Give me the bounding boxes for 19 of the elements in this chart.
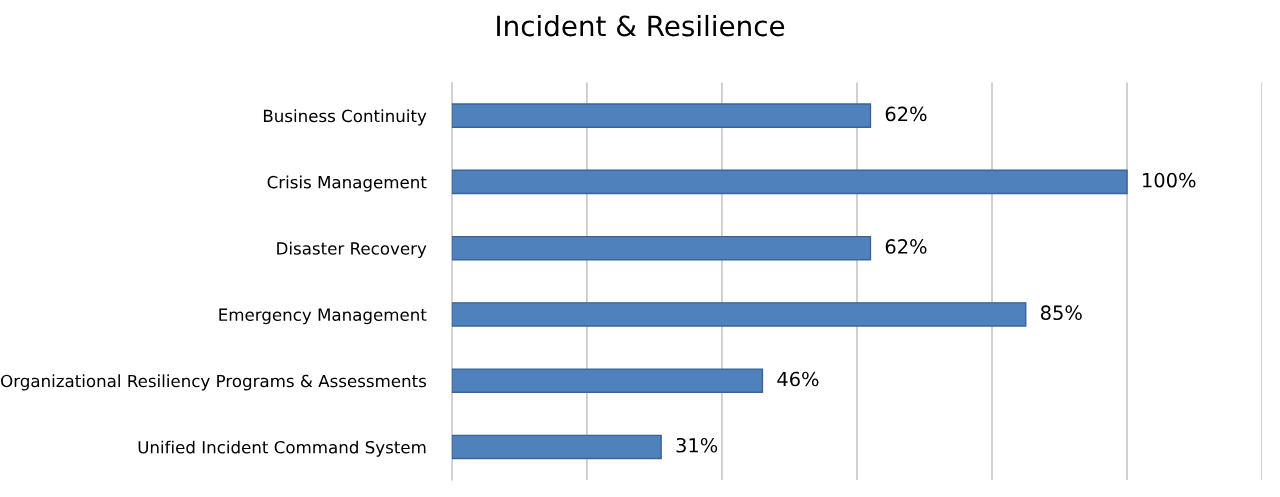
data-label: 85% — [1040, 305, 1082, 321]
bar — [451, 235, 872, 261]
y-tick-label: Unified Incident Command System — [138, 440, 426, 457]
bar — [451, 368, 764, 393]
y-tick-label: Business Continuity — [263, 109, 427, 126]
bar — [451, 434, 662, 460]
y-tick-label: Crisis Management — [267, 175, 427, 192]
data-label: 31% — [676, 437, 718, 453]
bar — [451, 103, 872, 128]
data-label: 100% — [1143, 172, 1196, 188]
data-label: 46% — [777, 371, 819, 387]
y-tick-label: Organizational Resiliency Programs & Assessments — [1, 374, 427, 391]
bar — [451, 169, 1128, 195]
data-label: 62% — [885, 106, 927, 122]
chart-title: Incident & Resilience — [497, 14, 785, 37]
bar — [451, 302, 1027, 327]
y-tick-label: Disaster Recovery — [277, 241, 427, 258]
data-label: 62% — [885, 239, 927, 254]
y-tick-label: Emergency Management — [219, 308, 427, 325]
